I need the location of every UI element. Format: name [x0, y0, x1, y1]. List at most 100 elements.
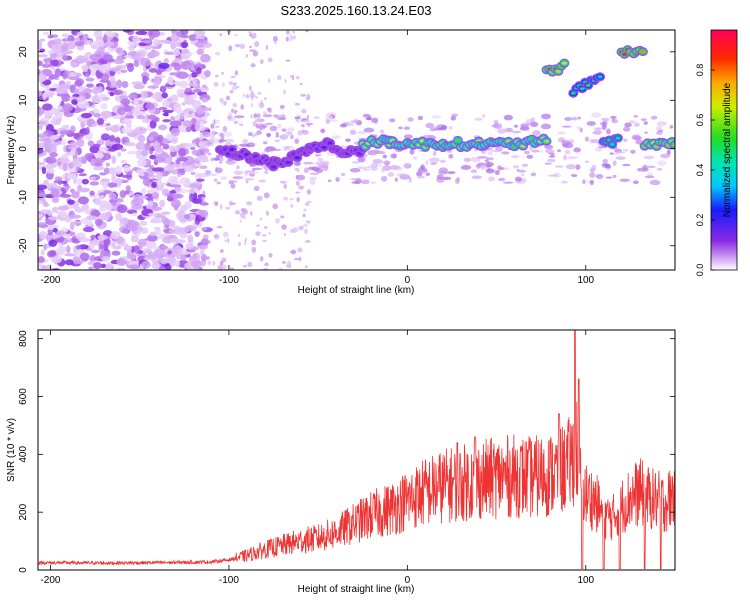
heat-noise-blob	[257, 113, 261, 119]
heat-noise-blob	[349, 129, 357, 135]
heat-noise-blob	[156, 134, 164, 143]
heat-noise-blob	[201, 254, 208, 262]
heat-noise-blob	[40, 209, 51, 215]
heat-noise-blob	[417, 168, 428, 173]
heat-noise-blob	[351, 161, 360, 164]
heat-noise-blob	[294, 116, 301, 120]
heat-noise-blob	[52, 115, 57, 122]
spectrogram-x-tick-label: -200	[40, 275, 60, 286]
heat-noise-blob	[103, 34, 108, 44]
heat-noise-blob	[158, 62, 170, 69]
heat-noise-blob	[622, 138, 628, 143]
heat-noise-blob	[264, 148, 271, 153]
heat-noise-blob	[520, 173, 525, 177]
heat-noise-blob	[526, 154, 534, 159]
heat-noise-blob	[345, 138, 351, 142]
heat-noise-blob	[86, 215, 98, 221]
heat-noise-blob	[232, 176, 244, 180]
heat-noise-blob	[297, 130, 303, 136]
heat-noise-blob	[287, 145, 295, 152]
heat-noise-blob	[275, 131, 279, 138]
heat-noise-blob	[521, 163, 529, 168]
heat-noise-blob	[115, 212, 123, 220]
heat-noise-blob	[140, 90, 148, 100]
heat-noise-blob	[257, 91, 262, 95]
heat-noise-blob	[268, 252, 273, 258]
heat-noise-blob	[170, 94, 179, 104]
heat-noise-blob	[76, 55, 87, 64]
heat-noise-blob	[205, 127, 209, 130]
heat-noise-blob	[643, 121, 648, 125]
heat-noise-blob	[188, 142, 197, 148]
heat-noise-blob	[104, 126, 113, 131]
heat-noise-blob	[215, 51, 221, 56]
heat-ridge-core	[570, 91, 576, 95]
heat-noise-blob	[89, 63, 102, 70]
snr-x-ticks: -200 -100 0 100	[40, 330, 595, 586]
heat-noise-blob	[196, 80, 201, 85]
heat-noise-blob	[183, 91, 196, 95]
heat-noise-blob	[216, 181, 222, 185]
spectrogram-y-tick-label: 0	[18, 146, 29, 152]
heat-noise-blob	[98, 65, 108, 73]
heat-noise-blob	[650, 115, 658, 120]
heat-noise-blob	[304, 228, 308, 235]
heat-noise-blob	[180, 34, 190, 39]
heat-noise-blob	[656, 126, 663, 131]
heat-noise-blob	[59, 210, 68, 218]
heat-noise-blob	[161, 188, 170, 197]
heat-noise-blob	[634, 122, 640, 128]
heat-noise-blob	[84, 73, 90, 78]
heat-noise-blob	[88, 176, 97, 181]
heat-noise-blob	[50, 188, 60, 197]
heat-noise-blob	[491, 124, 497, 127]
heat-noise-blob	[179, 177, 191, 185]
heat-noise-blob	[451, 113, 458, 117]
heat-noise-blob	[249, 92, 256, 99]
heat-noise-blob	[38, 262, 42, 270]
heat-noise-blob	[200, 227, 208, 231]
heat-ridge-core	[455, 138, 461, 142]
heat-noise-blob	[605, 176, 613, 179]
heat-noise-blob	[214, 156, 220, 161]
heat-noise-blob	[228, 45, 233, 52]
heat-noise-blob	[470, 156, 481, 163]
heat-noise-blob	[169, 120, 182, 127]
heat-noise-blob	[137, 238, 147, 247]
heat-noise-blob	[491, 149, 502, 153]
heat-noise-blob	[262, 240, 267, 243]
heat-noise-blob	[215, 74, 219, 78]
heat-noise-blob	[87, 140, 95, 147]
heat-noise-blob	[589, 179, 594, 186]
snr-y-tick-label: 400	[18, 446, 29, 463]
heat-noise-blob	[576, 125, 581, 130]
heat-noise-blob	[230, 183, 236, 189]
heat-noise-blob	[162, 119, 171, 123]
heat-noise-blob	[62, 50, 74, 55]
heat-noise-blob	[38, 133, 48, 139]
heat-noise-blob	[92, 162, 104, 167]
heat-noise-blob	[200, 238, 210, 247]
heat-noise-blob	[255, 231, 261, 237]
heat-noise-blob	[216, 226, 223, 229]
heat-noise-blob	[179, 233, 188, 239]
heat-noise-blob	[111, 143, 124, 151]
heat-noise-blob	[162, 112, 169, 117]
heat-noise-blob	[398, 126, 403, 130]
heat-noise-blob	[157, 180, 162, 189]
heat-noise-blob	[214, 125, 220, 128]
heat-noise-blob	[164, 51, 176, 55]
heat-noise-blob	[371, 117, 379, 123]
heat-noise-blob	[193, 30, 206, 37]
heat-noise-blob	[38, 222, 47, 226]
heat-noise-blob	[127, 40, 136, 46]
heat-noise-blob	[64, 217, 72, 223]
heat-noise-blob	[262, 114, 273, 118]
heat-noise-blob	[61, 138, 67, 146]
heat-noise-blob	[191, 100, 202, 109]
heat-noise-blob	[80, 112, 92, 119]
heat-noise-blob	[274, 139, 281, 143]
heat-noise-blob	[162, 143, 170, 150]
heat-noise-blob	[131, 129, 139, 134]
heat-noise-blob	[100, 263, 107, 269]
